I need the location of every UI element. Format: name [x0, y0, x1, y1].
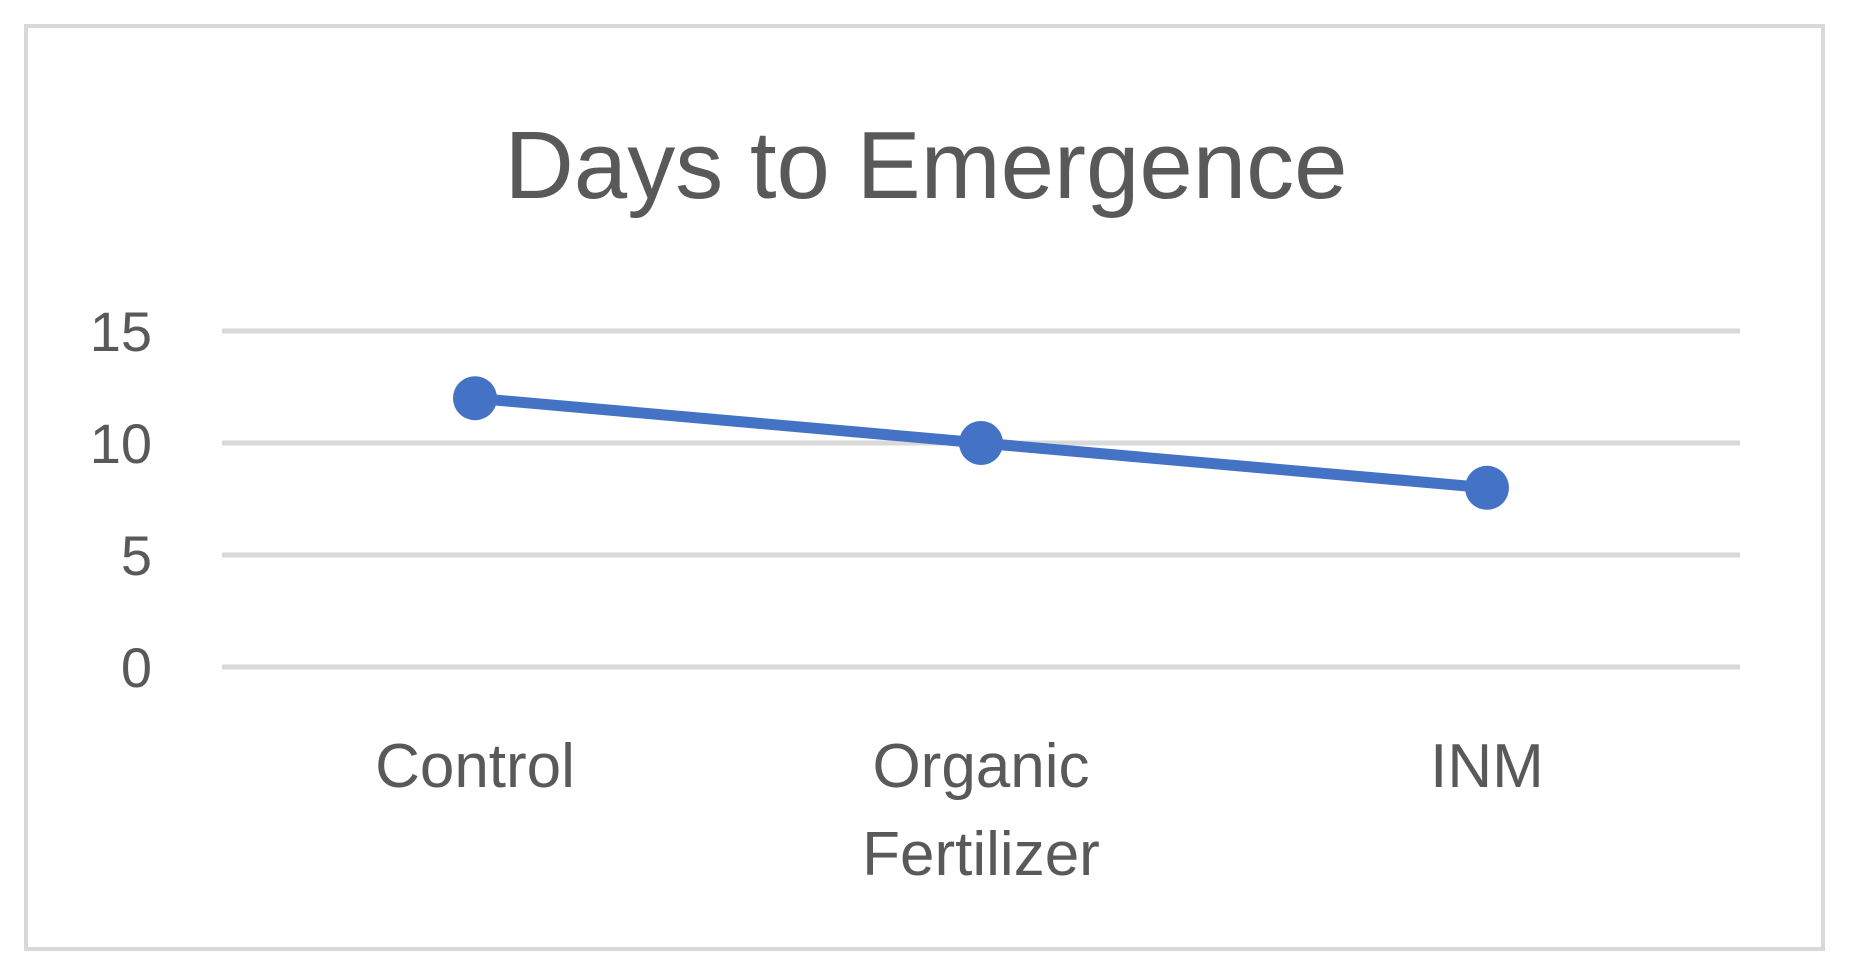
series — [453, 376, 1509, 510]
y-tick-label: 5 — [121, 524, 152, 587]
x-tick-label-line: Fertilizer — [862, 820, 1100, 889]
y-tick-label: 15 — [90, 300, 152, 363]
x-tick-label: Control — [375, 732, 575, 801]
x-tick-label-line: INM — [1430, 732, 1544, 801]
data-point — [959, 421, 1003, 465]
gridlines — [222, 328, 1740, 670]
chart-title: Days to Emergence — [504, 112, 1347, 219]
x-tick-label-line: Control — [375, 732, 575, 801]
x-tick-label: Organic Fertilizer — [862, 732, 1100, 889]
y-axis-ticks: 0 5 10 15 — [90, 300, 152, 699]
y-tick-label: 10 — [90, 412, 152, 475]
x-tick-label-line: Organic — [872, 732, 1089, 801]
y-tick-label: 0 — [121, 636, 152, 699]
data-point — [453, 376, 497, 421]
x-axis-ticks: Control Organic Fertilizer INM — [375, 732, 1544, 889]
x-tick-label: INM — [1430, 732, 1544, 801]
data-point — [1465, 465, 1509, 510]
chart-frame — [24, 24, 1825, 951]
